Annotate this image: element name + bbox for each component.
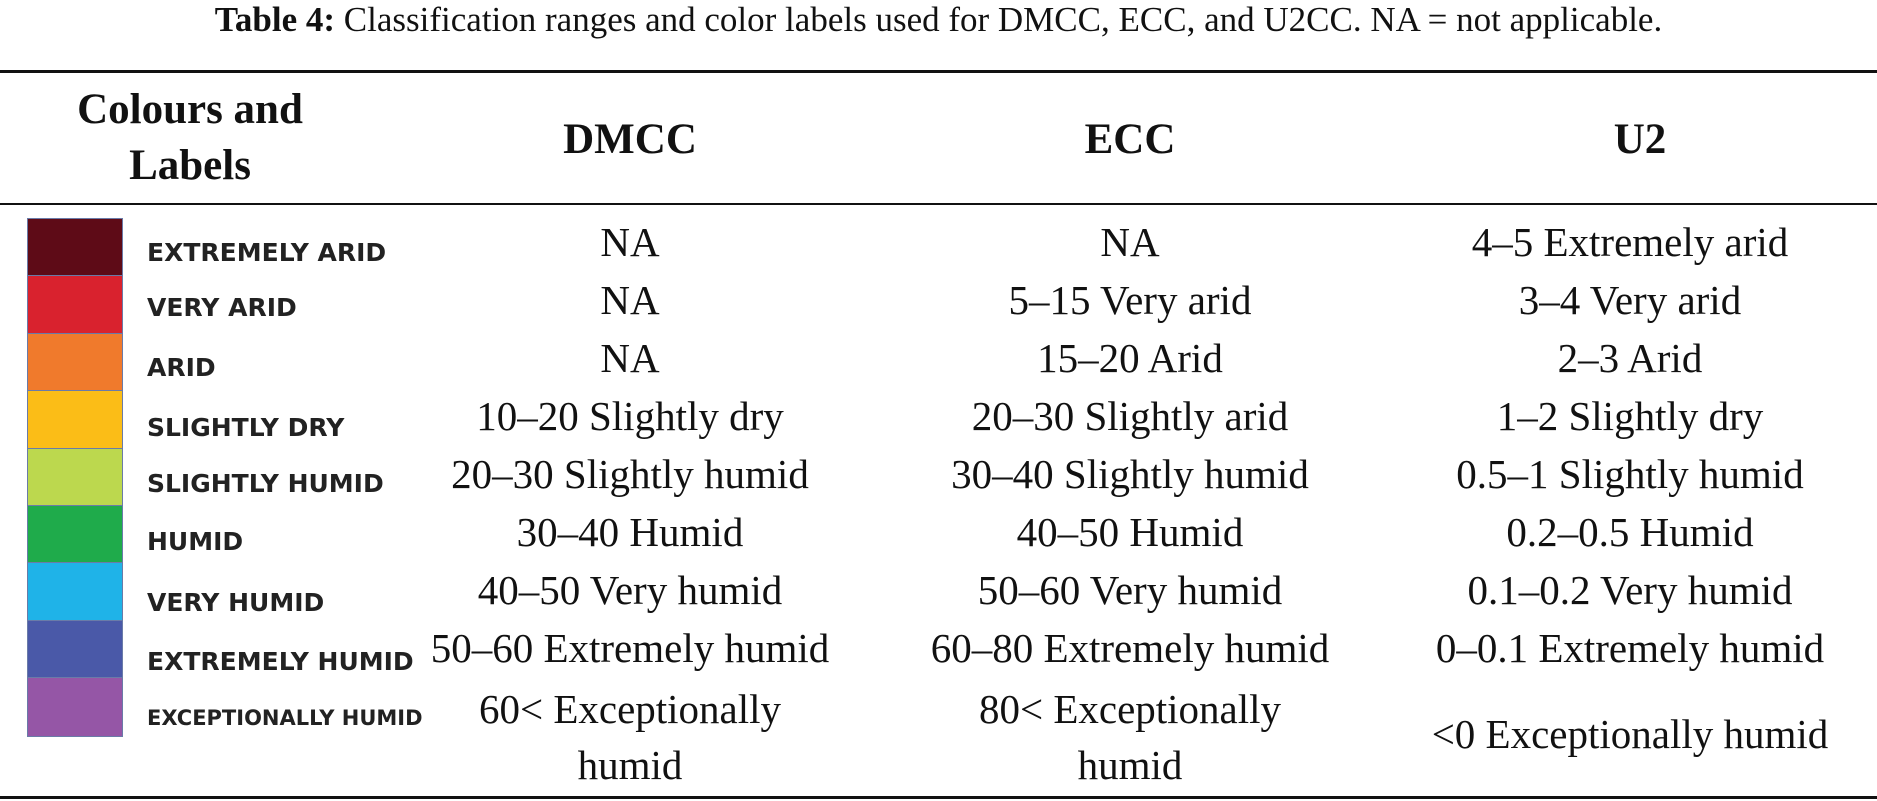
bottom-rule: [0, 796, 1877, 799]
cell-u2-row-3: 2–3 Arid: [1557, 335, 1703, 381]
cell-dmcc-row-4: 10–20 Slightly dry: [476, 393, 784, 439]
legend-label-extremely-humid: EXTREMELY HUMID: [147, 647, 414, 676]
cell-dmcc-row-9: 60< Exceptionally humid: [478, 686, 782, 788]
header-u2: U2: [1613, 116, 1667, 163]
header-colours-and-labels: Colours and Labels: [77, 86, 303, 189]
cell-u2-row-4: 1–2 Slightly dry: [1496, 393, 1764, 439]
cell-dmcc-row-7: 40–50 Very humid: [477, 567, 783, 613]
color-legend-strip: [27, 218, 123, 737]
swatch-exceptionally-humid: [28, 678, 122, 736]
cell-ecc-row-8: 60–80 Extremely humid: [930, 625, 1330, 671]
cell-dmcc-row-5: 20–30 Slightly humid: [451, 451, 809, 497]
legend-label-very-humid: VERY HUMID: [147, 588, 325, 617]
swatch-slightly-humid: [28, 448, 122, 506]
header-ecc: ECC: [1084, 116, 1176, 163]
cell-ecc-row-4: 20–30 Slightly arid: [971, 393, 1289, 439]
cell-dmcc-row-3: NA: [600, 335, 660, 381]
header-rule: [0, 203, 1877, 205]
cell-ecc-row-9: 80< Exceptionally humid: [978, 686, 1282, 788]
cell-dmcc-row-6: 30–40 Humid: [516, 509, 744, 555]
swatch-arid: [28, 333, 122, 392]
swatch-very-arid: [28, 276, 122, 334]
caption-label: Table 4:: [214, 0, 336, 39]
swatch-slightly-dry: [28, 391, 122, 449]
table-caption: Table 4: Classification ranges and color…: [0, 0, 1877, 48]
cell-dmcc-row-2: NA: [600, 277, 660, 323]
legend-label-slightly-humid: SLIGHTLY HUMID: [147, 469, 384, 498]
cell-dmcc-row-1: NA: [600, 219, 660, 265]
legend-label-humid: HUMID: [147, 527, 244, 556]
cell-u2-row-9: <0 Exceptionally humid: [1431, 711, 1829, 757]
cell-u2-row-7: 0.1–0.2 Very humid: [1467, 567, 1793, 613]
cell-u2-row-1: 4–5 Extremely arid: [1471, 219, 1789, 265]
cell-ecc-row-2: 5–15 Very arid: [1008, 277, 1252, 323]
cell-u2-row-8: 0–0.1 Extremely humid: [1435, 625, 1825, 671]
legend-label-very-arid: VERY ARID: [147, 293, 297, 322]
cell-ecc-row-1: NA: [1100, 219, 1160, 265]
legend-label-arid: ARID: [147, 353, 216, 382]
cell-u2-row-6: 0.2–0.5 Humid: [1506, 509, 1754, 555]
legend-label-extremely-arid: EXTREMELY ARID: [147, 238, 387, 267]
cell-ecc-row-7: 50–60 Very humid: [977, 567, 1283, 613]
cell-u2-row-5: 0.5–1 Slightly humid: [1456, 451, 1804, 497]
cell-ecc-row-5: 30–40 Slightly humid: [951, 451, 1309, 497]
header-dmcc: DMCC: [563, 116, 697, 163]
cell-ecc-row-6: 40–50 Humid: [1016, 509, 1244, 555]
cell-dmcc-row-8: 50–60 Extremely humid: [430, 625, 830, 671]
swatch-very-humid: [28, 563, 122, 621]
top-rule: [0, 70, 1877, 73]
swatch-humid: [28, 505, 122, 564]
legend-label-slightly-dry: SLIGHTLY DRY: [147, 413, 345, 442]
legend-label-exceptionally-humid: EXCEPTIONALLY HUMID: [147, 706, 423, 730]
cell-u2-row-2: 3–4 Very arid: [1518, 277, 1742, 323]
swatch-extremely-arid: [28, 219, 122, 277]
caption-text: Classification ranges and color labels u…: [335, 0, 1663, 39]
cell-ecc-row-3: 15–20 Arid: [1037, 335, 1223, 381]
swatch-extremely-humid: [28, 620, 122, 679]
